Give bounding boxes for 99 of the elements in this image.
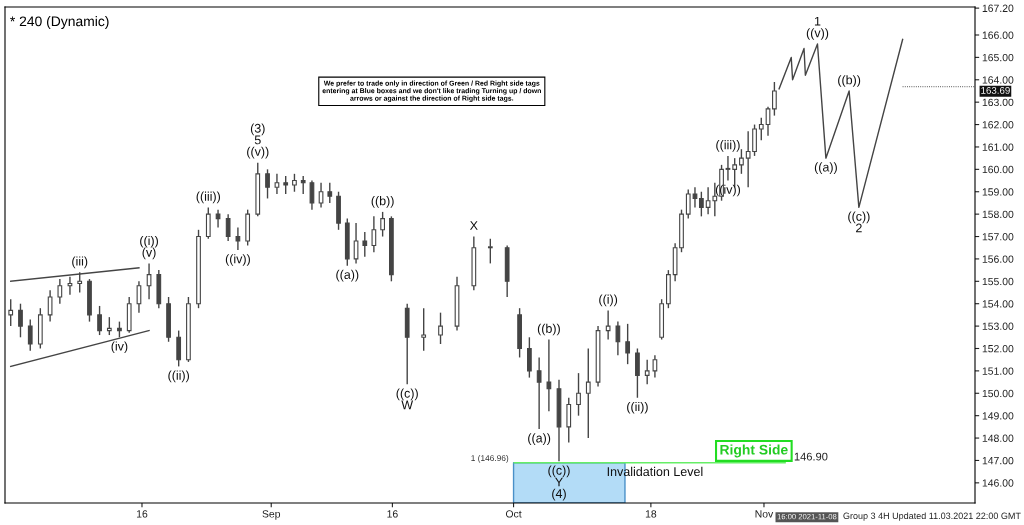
candlestick	[605, 309, 611, 341]
candlestick	[215, 208, 221, 229]
y-tick-label: 153.00	[982, 322, 1014, 330]
candlestick	[652, 354, 658, 379]
candlestick	[438, 311, 443, 345]
candlestick	[318, 182, 324, 209]
candlestick	[97, 305, 102, 336]
candlestick	[566, 397, 572, 444]
candlestick	[371, 215, 377, 253]
candlestick	[8, 298, 14, 327]
annotation: X	[469, 221, 478, 230]
y-tick-label: 166.00	[982, 31, 1014, 39]
candlestick	[47, 289, 53, 323]
candlestick	[146, 262, 152, 300]
candlestick	[739, 148, 744, 175]
annotation: ((c)) Y (4)	[548, 465, 570, 501]
annotation: ((c)) 2	[848, 211, 870, 233]
y-tick-label: 147.00	[982, 456, 1014, 465]
y-tick-label: 161.00	[982, 143, 1014, 151]
annotation: ((c)) W	[396, 388, 418, 410]
annotation: (iv)	[111, 341, 128, 354]
candlestick	[225, 213, 231, 242]
candlestick	[309, 179, 315, 211]
candlestick	[685, 188, 691, 220]
candlestick	[205, 206, 211, 240]
candlestick	[353, 222, 359, 265]
y-tick-label: 158.00	[982, 210, 1014, 219]
y-tick-label: 156.00	[982, 255, 1014, 263]
candlestick	[615, 320, 621, 356]
annotation: ((iii))	[716, 140, 740, 152]
annotation: ((ii))	[627, 401, 648, 414]
x-tick-label: Oct	[505, 510, 522, 518]
candlestick	[57, 278, 63, 305]
band-label: 1 (146.96)	[471, 454, 509, 463]
y-tick-label: 155.00	[982, 277, 1014, 286]
candlestick	[758, 117, 764, 141]
candlestick	[327, 182, 333, 204]
candlestick	[536, 356, 542, 430]
candlestick	[265, 168, 270, 200]
y-tick-label: 154.00	[982, 300, 1014, 308]
y-tick-label: 157.00	[982, 233, 1014, 241]
candlestick	[585, 347, 591, 439]
ref-line-label: 146.90	[794, 452, 828, 461]
candlestick	[176, 329, 182, 368]
x-tick-label: Nov	[755, 510, 774, 518]
candlestick	[487, 238, 493, 265]
y-tick-label: 160.00	[982, 165, 1014, 174]
x-tick-label: 16	[387, 510, 398, 518]
annotation: (3) 5 ((v))	[247, 123, 269, 159]
candlestick	[18, 303, 23, 338]
candlestick	[625, 323, 631, 365]
annotation: ((iv))	[225, 254, 250, 266]
annotation: (iii)	[72, 256, 88, 269]
candlestick	[698, 191, 704, 218]
candlestick	[576, 372, 581, 417]
candlestick	[692, 186, 698, 209]
annotation: ((ii))	[168, 370, 189, 383]
annotation: ((i)) (v)	[140, 235, 158, 260]
text: Group 3 4H Updated 11.03.2021 22:00 GMT	[843, 512, 1021, 521]
candlestick	[136, 280, 142, 314]
candlestick	[635, 347, 640, 399]
annotation: ((b))	[371, 196, 394, 208]
ref-line-label: 163.69	[981, 86, 1010, 94]
annotation: ((i))	[599, 294, 618, 307]
x-tick-label: 16	[136, 510, 148, 518]
y-tick-label: 151.00	[982, 367, 1014, 375]
y-tick-label: 152.00	[982, 344, 1014, 353]
x-tick-label: Sep	[262, 510, 281, 520]
x-tick-label: 18	[645, 510, 657, 518]
y-tick-label: 162.00	[982, 121, 1014, 129]
candlestick	[362, 231, 368, 258]
candlestick	[527, 336, 532, 379]
y-tick-label: 165.00	[982, 53, 1014, 62]
candlestick	[27, 318, 33, 352]
annotation: ((iii))	[196, 191, 220, 204]
annotation: 1 ((v))	[806, 16, 829, 40]
y-tick-label: 146.00	[982, 479, 1014, 487]
y-tick-label: 167.20	[982, 4, 1014, 12]
candlestick	[546, 338, 552, 412]
annotation: ((b))	[537, 323, 560, 336]
annotation: ((b))	[838, 75, 861, 87]
candlestick	[421, 307, 427, 352]
y-tick-label: 149.00	[982, 412, 1014, 420]
annotation: ((a))	[814, 162, 837, 174]
annotation: Right Side	[720, 444, 788, 458]
line-series	[778, 38, 904, 209]
y-tick-label: 159.00	[982, 188, 1014, 196]
text: * 240 (Dynamic)	[10, 16, 109, 29]
y-tick-label: 150.00	[982, 389, 1014, 398]
candlestick	[235, 226, 241, 251]
y-tick-label: 148.00	[982, 434, 1014, 442]
candlestick	[772, 81, 777, 117]
annotation: ((a))	[336, 269, 359, 282]
y-tick-label: 163.00	[982, 98, 1014, 107]
candlestick	[274, 173, 280, 195]
y-tick-label: 164.00	[982, 76, 1014, 84]
candlestick	[380, 211, 386, 238]
annotation: ((a))	[528, 433, 551, 445]
candlestick	[644, 358, 650, 386]
